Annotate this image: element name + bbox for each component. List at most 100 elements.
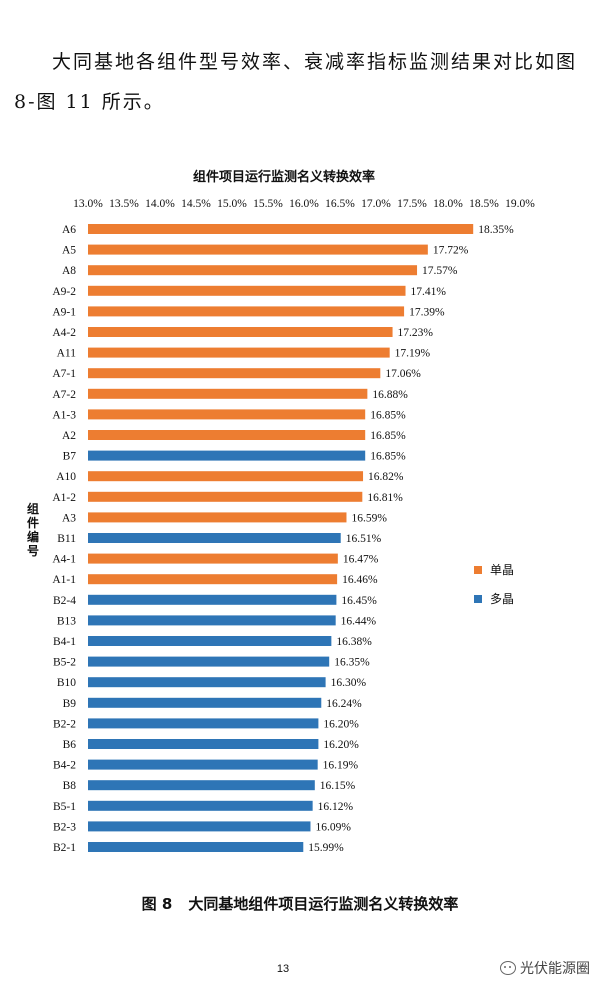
bar [88,450,366,461]
bar-category-label: A2 [62,430,76,442]
bar [88,347,390,358]
bar [88,780,315,791]
x-tick-label: 15.0% [217,198,247,210]
bar-category-label: B2-3 [53,821,76,833]
bar-category-label: A9-1 [52,306,76,318]
bar [88,697,322,708]
bar [88,800,313,811]
x-tick-label: 15.5% [253,198,283,210]
bar-category-label: B5-2 [53,657,76,669]
bar-category-label: A10 [56,471,76,483]
bar-category-label: A4-1 [52,554,76,566]
bar [88,265,418,276]
y-axis-label-char: 号 [27,543,39,558]
bar-category-label: A7-1 [52,368,76,380]
bar-category-label: A7-2 [52,389,76,401]
bar-value-label: 16.47% [343,554,379,566]
x-tick-label: 18.0% [433,198,463,210]
legend-label: 多晶 [490,592,514,606]
bar-category-label: B5-1 [53,801,76,813]
bar-value-label: 16.45% [341,595,377,607]
bar [88,430,366,440]
figure-caption: 图 8 大同基地组件项目运行监测名义转换效率 [0,893,600,914]
x-tick-label: 17.0% [361,198,391,210]
bar [88,759,318,770]
bar-value-label: 16.85% [370,430,406,442]
figure-caption-text: 大同基地组件项目运行监测名义转换效率 [188,895,459,913]
bar-category-label: B7 [63,451,77,463]
bar-value-label: 17.41% [411,286,447,298]
watermark-text: 光伏能源圈 [520,961,590,977]
bar-value-label: 16.51% [346,533,382,545]
y-axis-label-char: 组 [27,501,39,516]
bar-value-label: 18.35% [478,224,514,236]
bar-category-label: A6 [62,224,76,236]
bar-category-label: A1-1 [52,574,76,586]
bar [88,244,428,255]
bar [88,656,330,667]
bar-category-label: B10 [57,677,76,689]
bar-value-label: 16.88% [372,389,408,401]
bar-value-label: 17.57% [422,265,458,277]
bar-value-label: 16.30% [331,677,367,689]
efficiency-bar-chart: 组件项目运行监测名义转换效率 13.0% 13.5% 14.0% 14.5% 15.0%… [26,169,535,854]
x-tick-label: 16.5% [325,198,355,210]
bar [88,388,368,399]
bar-value-label: 17.72% [433,245,469,257]
bar [88,285,406,296]
bar-category-label: A3 [62,512,76,524]
bar [88,842,304,852]
x-tick-label: 17.5% [397,198,427,210]
y-axis-label-char: 编 [26,529,39,544]
bar-value-label: 16.20% [323,718,359,730]
chart-title: 组件项目运行监测名义转换效率 [193,169,375,185]
watermark: 光伏能源圈 [500,958,590,978]
wechat-icon [500,961,516,975]
bar-value-label: 16.35% [334,657,370,669]
x-tick-label: 19.0% [505,198,535,210]
bars-group: A6 18.35% A5 17.72% A8 17.57% A9-2 17.41% A9-1 17… [52,224,514,854]
bar-category-label: B2-2 [53,718,76,730]
bar-category-label: A9-2 [52,286,76,298]
bar-category-label: B2-4 [53,595,76,607]
bar [88,821,311,832]
x-tick-label: 14.5% [181,198,211,210]
figure-caption-number: 图 8 [141,895,173,913]
bar-value-label: 16.09% [315,821,351,833]
bar-value-label: 16.85% [370,451,406,463]
bar-value-label: 15.99% [308,842,344,854]
bar [88,224,474,234]
bar-value-label: 16.15% [320,780,356,792]
bar-value-label: 17.19% [395,348,431,360]
bar-value-label: 16.12% [318,801,354,813]
bar [88,553,338,564]
bar-value-label: 16.24% [326,698,362,710]
x-tick-label: 13.5% [109,198,139,210]
bar-value-label: 16.19% [323,760,359,772]
bar-value-label: 16.38% [336,636,372,648]
bar-category-label: B13 [57,615,76,627]
bar [88,739,319,749]
legend-swatch [474,595,482,603]
bar-category-label: A1-2 [52,492,76,504]
bar-category-label: A5 [62,245,76,257]
bar-value-label: 16.59% [351,512,387,524]
x-tick-label: 18.5% [469,198,499,210]
legend-label: 单晶 [490,563,514,577]
bar [88,327,393,337]
bar-category-label: B11 [57,533,76,545]
bar-category-label: B2-1 [53,842,76,854]
bar-value-label: 16.85% [370,409,406,421]
bar-value-label: 17.23% [398,327,434,339]
bar [88,533,341,543]
x-axis-ticks: 13.0% 13.5% 14.0% 14.5% 15.0% 15.5% 16.0% 16.5%… [73,198,535,210]
bar [88,677,326,688]
bar-category-label: B4-1 [53,636,76,648]
legend-swatch [474,566,482,574]
bar-value-label: 16.46% [342,574,378,586]
bar [88,409,366,420]
y-axis-label-char: 件 [27,515,39,530]
bar [88,512,347,523]
page-number: 13 [276,963,290,975]
